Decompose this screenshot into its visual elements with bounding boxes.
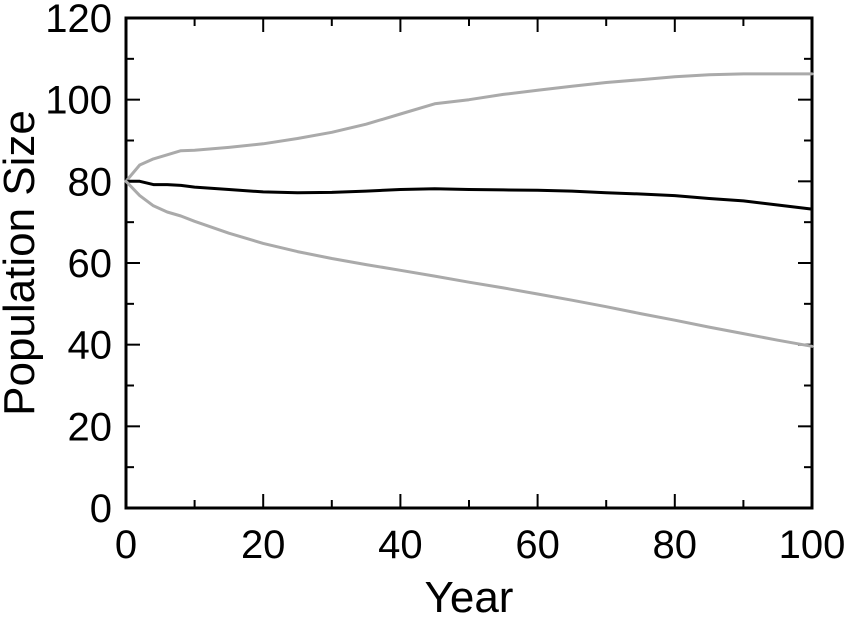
x-tick-label: 100 (779, 523, 846, 567)
y-tick-label: 0 (90, 487, 112, 531)
y-tick-label: 20 (68, 405, 113, 449)
y-tick-label: 80 (68, 160, 113, 204)
y-tick-label: 40 (68, 324, 113, 368)
y-tick-label: 100 (45, 79, 112, 123)
y-tick-label: 60 (68, 242, 113, 286)
x-tick-label: 0 (115, 523, 137, 567)
x-axis-title: Year (425, 573, 514, 618)
x-tick-label: 80 (653, 523, 698, 567)
plot-frame (124, 16, 814, 510)
y-axis-title: Population Size (0, 110, 44, 416)
x-tick-label: 40 (378, 523, 423, 567)
y-tick-label: 120 (45, 0, 112, 41)
series-line-3 (124, 179, 814, 348)
series-line-1 (124, 72, 814, 183)
series-line-2 (124, 179, 814, 211)
axis-ticks (125, 17, 813, 509)
tick-labels: 0 20 40 60 80 100 0 20 40 60 80 100 120 (45, 0, 845, 567)
x-tick-label: 60 (515, 523, 560, 567)
x-tick-label: 20 (241, 523, 286, 567)
series-layer (124, 72, 814, 348)
